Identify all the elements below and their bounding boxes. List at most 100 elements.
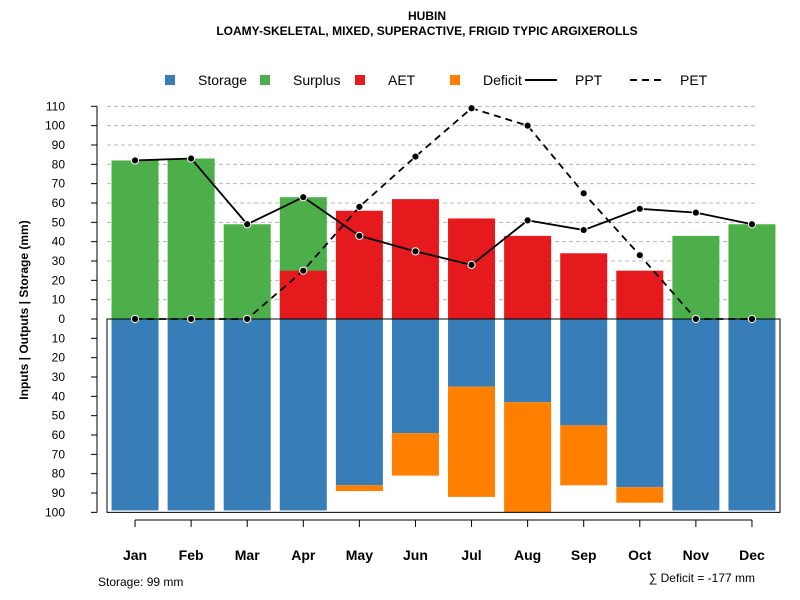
y-tick-label: 100 [45, 505, 65, 519]
y-tick-label: 10 [52, 293, 66, 307]
ppt-line-point [243, 220, 252, 229]
y-tick-label: 0 [58, 312, 65, 326]
pet-line-point [299, 266, 308, 275]
storage-bar [111, 319, 159, 511]
surplus-bar [223, 224, 271, 319]
legend-label: Deficit [483, 72, 522, 88]
pet-line-point [187, 314, 196, 324]
y-tick-label: 50 [52, 409, 66, 423]
y-tick-label: 20 [52, 351, 66, 365]
x-tick-label: Jun [403, 547, 428, 563]
storage-bar [223, 319, 271, 511]
pet-line-point [355, 202, 364, 211]
ppt-line-point [299, 193, 308, 202]
pet-line-point [635, 251, 644, 260]
aet-bar [560, 253, 608, 319]
y-tick-label: 70 [52, 177, 66, 191]
pet-line-point [243, 314, 252, 324]
pet-line-point [130, 314, 140, 324]
deficit-bar [616, 487, 664, 503]
ppt-line-point [355, 231, 364, 240]
legend: Storage Surplus AET Deficit PPT PET [165, 72, 708, 88]
deficit-bar [504, 402, 552, 513]
legend-swatch [165, 75, 175, 85]
y-tick-label: 60 [52, 428, 66, 442]
aet-bar [504, 235, 552, 319]
surplus-bar [672, 235, 720, 319]
pet-line-point [579, 189, 588, 198]
pet-line-point [467, 104, 476, 113]
x-tick-label: Jul [461, 547, 481, 563]
surplus-bar [167, 158, 215, 319]
storage-note: Storage: 99 mm [98, 575, 183, 589]
chart-title: HUBIN [408, 9, 446, 23]
storage-bar [504, 319, 552, 403]
ppt-line-point [691, 208, 700, 217]
deficit-bar [448, 386, 496, 497]
y-tick-label: 30 [52, 370, 66, 384]
legend-swatch [260, 75, 270, 85]
surplus-bar [111, 160, 159, 319]
x-tick-label: Nov [683, 547, 710, 563]
storage-bar [728, 319, 776, 511]
y-tick-label: 80 [52, 157, 66, 171]
y-tick-label: 40 [52, 389, 66, 403]
storage-bar [560, 319, 608, 426]
storage-bar [448, 319, 496, 387]
x-tick-label: May [346, 547, 373, 563]
y-tick-label: 90 [52, 138, 66, 152]
x-tick-label: Dec [739, 547, 765, 563]
y-tick-label: 80 [52, 467, 66, 481]
pet-line [135, 107, 752, 320]
storage-bar [167, 319, 215, 511]
ppt-line-point [635, 204, 644, 213]
x-tick-label: Aug [514, 547, 541, 563]
y-axis-label: Inputs | Outputs | Storage (mm) [17, 220, 31, 399]
storage-bar [672, 319, 720, 511]
x-tick-label: Sep [571, 547, 597, 563]
legend-label: PET [680, 72, 708, 88]
ppt-line-point [187, 154, 196, 163]
aet-bar [279, 270, 327, 319]
bars [111, 158, 776, 513]
y-tick-label: 60 [52, 196, 66, 210]
legend-label: PPT [575, 72, 603, 88]
surplus-bar [728, 224, 776, 319]
pet-line-point [691, 314, 700, 324]
deficit-bar [560, 425, 608, 486]
legend-swatch [450, 75, 460, 85]
legend-label: AET [388, 72, 416, 88]
y-tick-label: 50 [52, 215, 66, 229]
ppt-line-point [579, 225, 588, 235]
ppt-line [135, 157, 753, 266]
legend-swatch [355, 75, 365, 85]
y-tick-label: 10 [52, 331, 66, 345]
ppt-line-point [467, 260, 476, 269]
x-tick-label: Oct [628, 547, 652, 563]
deficit-note: ∑ Deficit = -177 mm [649, 571, 755, 585]
legend-label: Storage [198, 72, 247, 88]
ppt-line-point [411, 247, 420, 256]
lines [130, 104, 757, 324]
y-tick-label: 70 [52, 447, 66, 461]
pet-line-point [747, 314, 757, 324]
pet-line-point [523, 121, 532, 130]
ppt-line-point [130, 156, 140, 165]
aet-bar [391, 199, 439, 319]
legend-label: Surplus [293, 72, 340, 88]
y-tick-label: 40 [52, 235, 66, 249]
x-tick-label: Mar [235, 547, 260, 563]
y-tick-label: 110 [46, 99, 65, 113]
pet-line-point [411, 152, 420, 161]
storage-bar [391, 319, 439, 434]
storage-bar [616, 319, 664, 488]
chart-subtitle: LOAMY-SKELETAL, MIXED, SUPERACTIVE, FRIG… [216, 24, 637, 38]
ppt-line-point [523, 216, 532, 225]
y-tick-label: 30 [52, 254, 66, 268]
y-tick-label: 100 [45, 119, 65, 133]
x-tick-label: Apr [291, 547, 316, 563]
aet-bar [335, 210, 383, 319]
deficit-bar [391, 433, 439, 476]
aet-bar [616, 270, 664, 319]
